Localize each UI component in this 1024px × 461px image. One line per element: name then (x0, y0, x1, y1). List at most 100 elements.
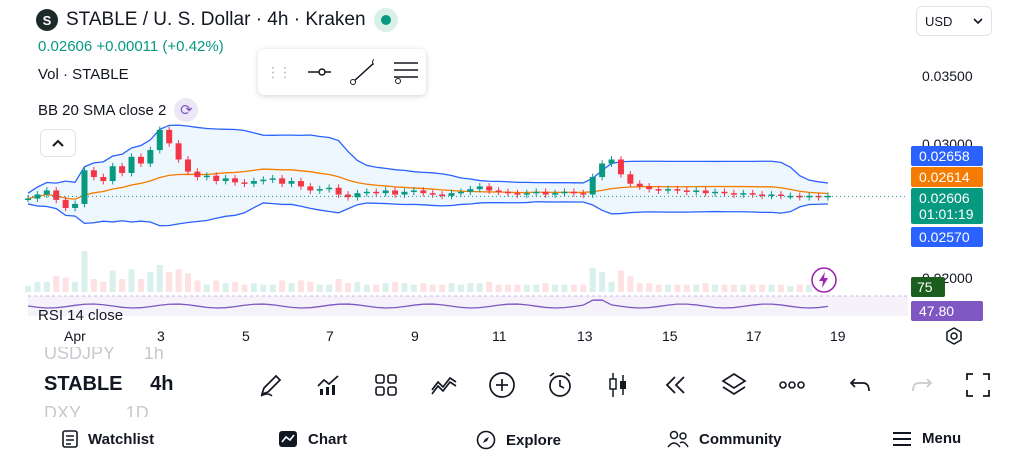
alert-icon[interactable] (545, 370, 575, 400)
volume-legend[interactable]: Vol · STABLE (38, 66, 129, 83)
fullscreen-icon[interactable] (963, 370, 993, 400)
candle-body (34, 194, 41, 199)
nav-explore-label: Explore (506, 431, 562, 449)
undo-icon[interactable] (846, 370, 876, 400)
candle-body (326, 187, 333, 190)
candle-body (702, 190, 709, 194)
candle-body (796, 195, 803, 198)
volume-bar (25, 286, 31, 292)
drag-handle-icon[interactable]: ⋮⋮ (266, 63, 292, 80)
candle-body (401, 191, 408, 195)
candle-body (730, 193, 737, 195)
layers-icon[interactable] (719, 370, 749, 400)
horizontal-line-icon[interactable] (308, 64, 332, 80)
candle-body (316, 189, 323, 191)
volume-bar (119, 279, 126, 292)
candle-body (646, 186, 653, 190)
candle-body (81, 170, 88, 204)
volume-bar (260, 284, 267, 292)
nav-explore[interactable]: Explore (476, 430, 561, 450)
volume-bar (448, 283, 455, 292)
volume-bar (655, 284, 662, 292)
rsi-legend[interactable]: RSI 14 close (38, 307, 124, 324)
candle-body (740, 193, 747, 195)
currency-select[interactable]: USD (916, 6, 992, 36)
nav-community-label: Community (699, 430, 782, 448)
volume-bar (768, 284, 775, 292)
volume-bar (288, 283, 295, 292)
more-icon[interactable] (777, 370, 807, 400)
volume-bar (373, 284, 380, 292)
parallel-channel-icon[interactable] (392, 59, 418, 85)
collapse-legend-button[interactable] (40, 129, 76, 157)
symbol-title[interactable]: STABLE / U. S. Dollar · 4h · Kraken (66, 9, 366, 30)
candle-body (589, 177, 596, 195)
nav-watchlist[interactable]: Watchlist (62, 430, 154, 448)
candle-body (514, 193, 521, 195)
volume-bar (53, 276, 60, 292)
candle-body (147, 150, 154, 164)
candle-body (279, 178, 286, 184)
volume-bar (81, 251, 88, 292)
volume-bar (787, 286, 794, 292)
next-symbol[interactable]: DXY 1D (44, 403, 149, 417)
bb-basis-line (27, 168, 829, 200)
volume-bar (495, 284, 502, 292)
candle-body (523, 193, 530, 195)
candle-body (269, 178, 276, 180)
redo-icon[interactable] (906, 370, 936, 400)
prev-symbol[interactable]: USDJPY 1h (44, 347, 164, 361)
volume-bar (514, 284, 521, 292)
bb-upper-line (27, 124, 829, 194)
nav-menu[interactable]: Menu (892, 430, 961, 447)
market-open-icon (373, 8, 398, 32)
volume-bar (730, 284, 737, 292)
trend-line-icon[interactable] (349, 58, 374, 86)
candle-body (213, 175, 220, 182)
volume-bar (429, 284, 436, 292)
templates-icon[interactable] (371, 370, 401, 400)
drawing-toolbar[interactable]: ⋮⋮ (258, 49, 426, 95)
chart-settings-icon[interactable] (944, 326, 964, 346)
volume-bar (250, 283, 257, 292)
volume-bar (599, 272, 606, 292)
volume-bar (749, 284, 756, 292)
volume-bar (137, 279, 144, 292)
price-chart[interactable] (0, 60, 1024, 320)
volume-bar (326, 284, 333, 292)
pencil-icon[interactable] (256, 370, 286, 400)
current-symbol[interactable]: STABLE 4h (44, 373, 173, 396)
candle-body (674, 189, 681, 191)
volume-bar (420, 283, 427, 292)
volume-bar (166, 272, 173, 292)
volume-bar (401, 283, 408, 292)
volume-bar (457, 284, 464, 292)
replay-icon[interactable] (661, 370, 691, 400)
lightning-icon[interactable] (810, 266, 838, 294)
add-icon[interactable] (487, 370, 517, 400)
volume-bar (109, 270, 116, 292)
candle-body (392, 190, 399, 195)
nav-chart[interactable]: Chart (278, 430, 347, 448)
x-tick: 9 (411, 328, 419, 344)
candle-body (109, 166, 116, 182)
indicators-icon[interactable] (313, 370, 343, 400)
volume-bar (297, 280, 304, 292)
volume-bar (156, 265, 163, 292)
volume-bar (740, 284, 747, 292)
volume-bar (542, 283, 549, 292)
candle-body (570, 191, 577, 194)
compare-icon[interactable] (429, 370, 459, 400)
candle-body (53, 190, 60, 200)
candles-icon[interactable] (603, 370, 633, 400)
volume-bar (486, 281, 493, 292)
candle-body (665, 189, 671, 191)
candle-body (561, 191, 568, 194)
volume-bar (467, 283, 474, 292)
nav-community[interactable]: Community (667, 430, 782, 448)
bb-legend[interactable]: BB 20 SMA close 2 ⟳ (38, 98, 199, 122)
nav-chart-label: Chart (308, 430, 348, 448)
volume-bar (128, 269, 135, 292)
candle-body (439, 194, 446, 197)
candle-body (72, 203, 79, 208)
